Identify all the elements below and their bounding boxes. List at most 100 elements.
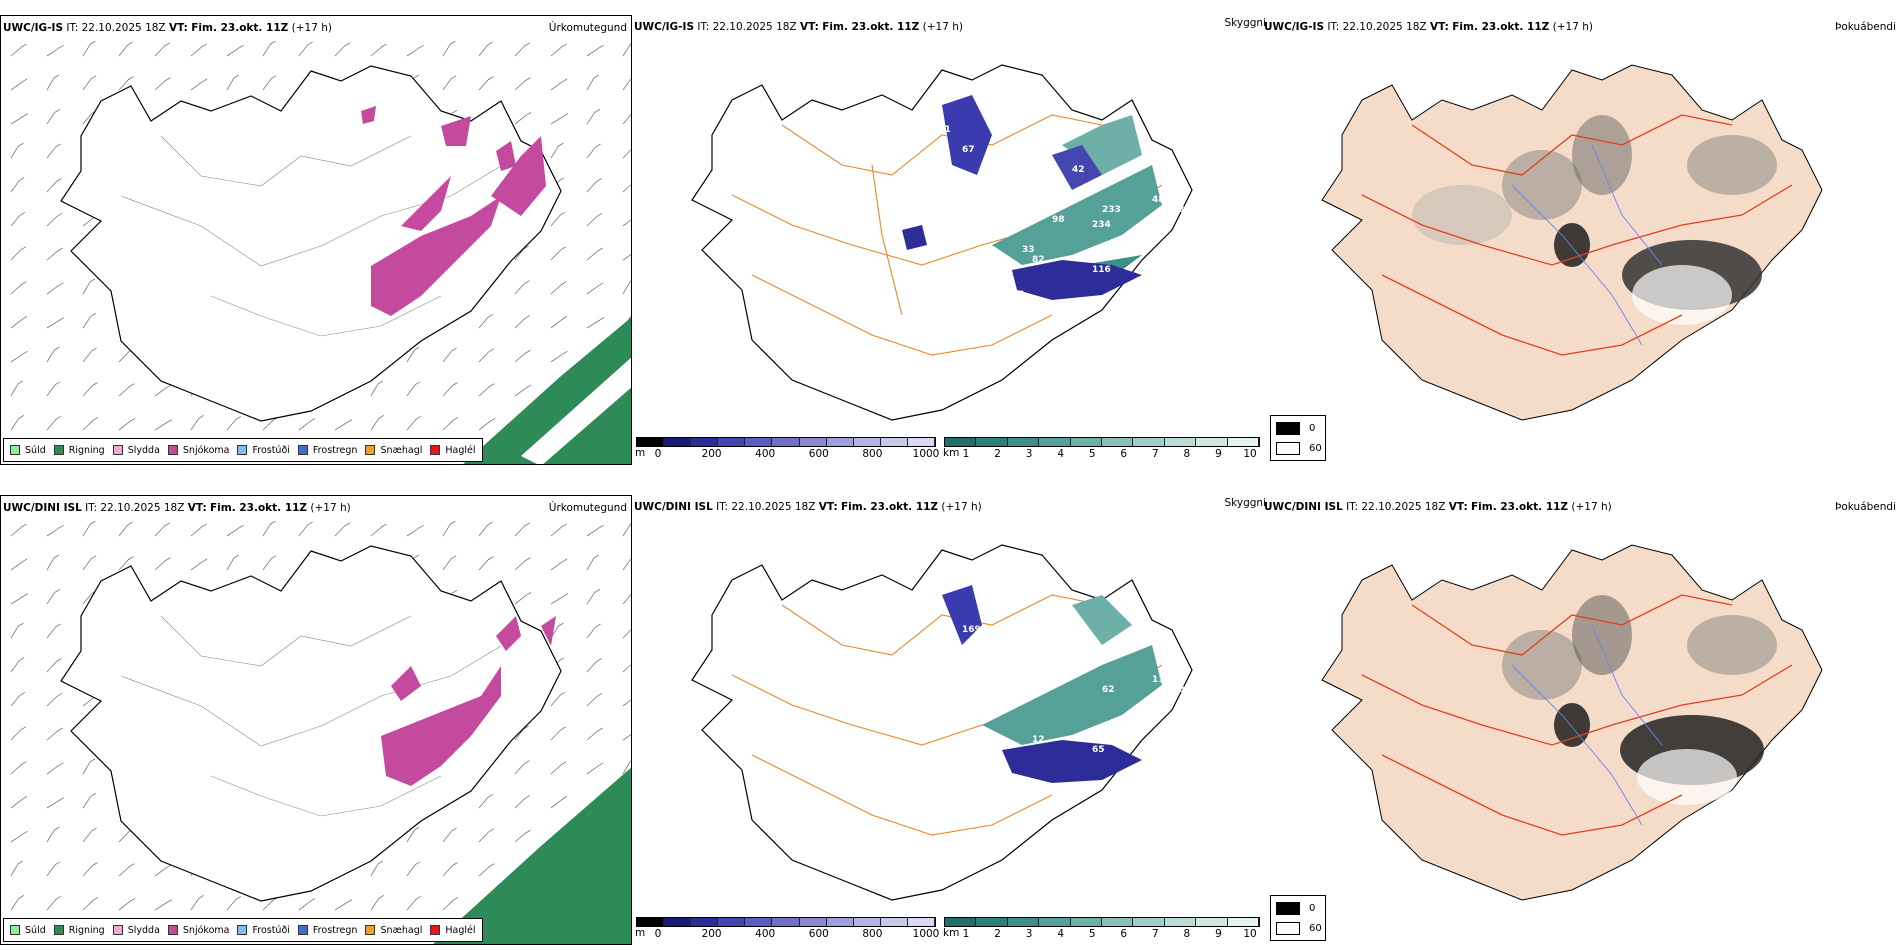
- wind-barb: [586, 247, 603, 261]
- wind-barb: [478, 418, 496, 431]
- wind-barb: [550, 350, 568, 363]
- wind-barb: [82, 40, 96, 57]
- wind-barb: [442, 416, 459, 431]
- wind-barb: [190, 415, 205, 431]
- legend-item: Haglél: [430, 445, 476, 456]
- wind-barb: [478, 556, 494, 571]
- colorbar-segment: [1227, 918, 1260, 926]
- wind-barb: [82, 313, 97, 329]
- colorbar-tick-label: 4: [1057, 448, 1064, 460]
- legend-label: Slydda: [127, 444, 160, 456]
- wind-barb: [586, 178, 602, 193]
- wind-barb: [622, 219, 631, 227]
- wind-barb: [622, 280, 631, 295]
- wind-barb: [586, 317, 605, 329]
- wind-barb: [46, 415, 62, 431]
- colorbar-tick-label: 7: [1151, 448, 1159, 460]
- wind-barb: [298, 41, 313, 57]
- wind-barb: [550, 523, 567, 537]
- wind-barb: [622, 629, 631, 639]
- wind-barb: [82, 382, 98, 397]
- visibility-colorbar: 1 2 3 4 5 6 7 8 9 10 km: [943, 437, 1260, 461]
- wind-barb: [46, 861, 61, 877]
- wind-barb: [82, 520, 96, 537]
- legend-swatch: [112, 445, 123, 455]
- colorbar-segment: [1039, 918, 1071, 926]
- wind-barb: [46, 212, 63, 227]
- ceiling-value-label: 14: [1012, 205, 1025, 215]
- colorbar-segment: [1133, 918, 1165, 926]
- colorbar-tick-label: 8: [1183, 448, 1191, 460]
- legend-swatch: [297, 925, 308, 935]
- fog-panel-top: UWC/IG-IS IT: 22.10.2025 18Z VT: Fim. 23…: [1262, 15, 1900, 465]
- colorbar-tick-label: 800: [862, 928, 883, 940]
- colorbar-tick-label: 3: [1025, 928, 1033, 940]
- legend-swatch: [365, 445, 376, 455]
- colorbar-tick-label: 10: [1243, 928, 1257, 940]
- ceiling-value-label: 101: [932, 125, 951, 135]
- legend-item: Snæhagl: [365, 925, 422, 936]
- legend-label: Snjókoma: [182, 924, 230, 936]
- legend-swatch: [53, 925, 64, 935]
- precip-type-panel-top: UWC/IG-IS IT: 22.10.2025 18Z VT: Fim. 23…: [0, 15, 632, 465]
- wind-barb: [550, 761, 567, 775]
- colorbar-segment: [799, 918, 827, 926]
- wind-barb: [46, 797, 65, 809]
- wind-barb: [622, 184, 631, 193]
- product-title: Skyggni: [1224, 17, 1267, 29]
- wind-barb: [82, 793, 97, 809]
- wind-barb: [10, 177, 25, 193]
- wind-barb: [478, 76, 494, 91]
- wind-barb: [334, 522, 350, 537]
- wind-barb: [82, 278, 96, 295]
- wind-barb: [442, 827, 457, 843]
- wind-barb: [550, 281, 567, 295]
- legend-label: Súld: [25, 444, 46, 456]
- fog-map: [1321, 64, 1823, 421]
- wind-barb: [406, 381, 421, 397]
- visibility-colorbar: 1 2 3 4 5 6 7 8 9 10 km: [943, 917, 1260, 941]
- colorbar-tick-label: 8: [1183, 928, 1191, 940]
- legend-item: Súld: [10, 445, 46, 456]
- wind-barb: [10, 796, 28, 809]
- wind-barb: [226, 74, 240, 91]
- ceiling-value-label: 76: [992, 225, 1005, 235]
- colorbar-tick-label: 200: [701, 448, 722, 460]
- colorbar-segment: [799, 438, 827, 446]
- legend-item: Frostregn: [297, 925, 357, 936]
- legend-label: Rigning: [68, 444, 105, 456]
- ceiling-value-label: 257: [917, 670, 936, 680]
- colorbar-segment: [664, 438, 692, 446]
- ceiling-value-label: 84: [917, 190, 930, 200]
- wind-barb: [298, 418, 316, 431]
- legend-swatch: [430, 925, 441, 935]
- colorbar-tick-label: 6: [1120, 448, 1128, 460]
- ceiling-areas: [942, 585, 1142, 783]
- legend-swatch: [237, 925, 248, 935]
- road-network: [120, 615, 502, 817]
- legend-label: Rigning: [68, 924, 105, 936]
- wind-barb: [442, 40, 456, 57]
- road-network: [1361, 594, 1793, 836]
- legend-label: Snæhagl: [380, 924, 423, 936]
- legend-item: Snæhagl: [365, 445, 422, 456]
- colorbar-segment: [880, 918, 908, 926]
- ceiling-value-label: 169: [962, 625, 981, 635]
- legend-item: Haglél: [430, 925, 476, 936]
- ceiling-value-label: 135: [1172, 205, 1191, 215]
- ceiling-value-label: 146: [1162, 185, 1181, 195]
- wind-barb: [46, 762, 64, 775]
- visibility-areas: [982, 595, 1162, 745]
- colorbar-tick-label: 800: [862, 448, 883, 460]
- wind-barb: [118, 76, 134, 91]
- wind-barb: [262, 555, 277, 571]
- wind-barb: [550, 113, 569, 125]
- wind-barb: [46, 109, 61, 125]
- colorbar-segment: [691, 438, 719, 446]
- wind-barb: [622, 593, 631, 605]
- colorbar-tick-label: 7: [1151, 928, 1159, 940]
- wind-barb: [226, 415, 242, 431]
- legend-item: Rigning: [53, 924, 105, 936]
- legend-label: Snæhagl: [380, 444, 423, 456]
- wind-barb: [514, 280, 530, 295]
